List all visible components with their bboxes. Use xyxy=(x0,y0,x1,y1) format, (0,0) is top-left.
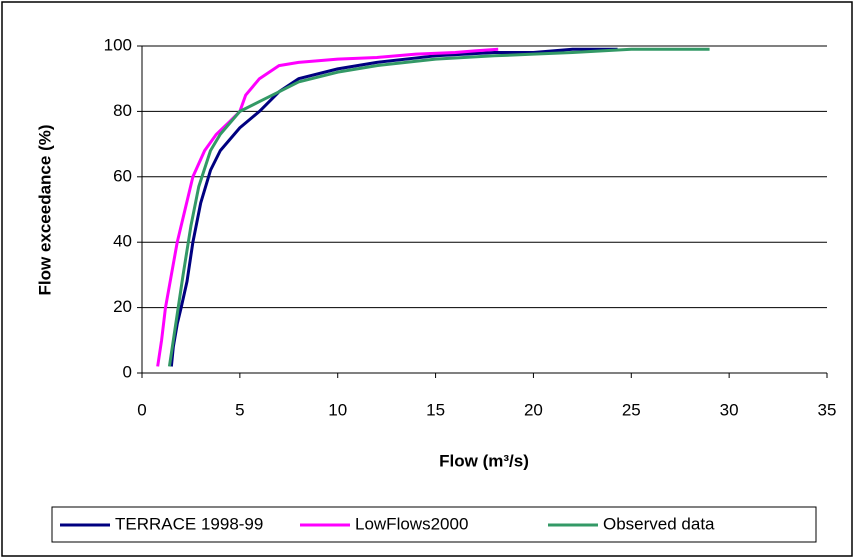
y-tick-label: 80 xyxy=(113,101,132,120)
x-tick-label: 35 xyxy=(818,400,837,419)
x-tick-label: 10 xyxy=(328,400,347,419)
x-tick-label: 30 xyxy=(720,400,739,419)
y-tick-label: 0 xyxy=(123,362,132,381)
y-tick-label: 40 xyxy=(113,232,132,251)
x-tick-label: 25 xyxy=(622,400,641,419)
x-tick-label: 5 xyxy=(235,400,244,419)
y-tick-label: 60 xyxy=(113,166,132,185)
y-tick-label: 100 xyxy=(104,35,132,54)
y-axis-label: Flow exceedance (%) xyxy=(35,124,54,295)
legend-label: LowFlows2000 xyxy=(355,514,468,533)
series-line xyxy=(167,47,710,367)
x-tick-label: 15 xyxy=(426,400,445,419)
x-tick-label: 0 xyxy=(137,400,146,419)
y-tick-label: 20 xyxy=(113,297,132,316)
legend-label: Observed data xyxy=(603,514,715,533)
legend-label: TERRACE 1998-99 xyxy=(115,514,263,533)
legend-box xyxy=(51,506,817,543)
x-axis-label: Flow (m³/s) xyxy=(439,451,529,470)
series-line xyxy=(169,47,618,367)
plot-area xyxy=(142,46,827,373)
x-tick-label: 20 xyxy=(524,400,543,419)
